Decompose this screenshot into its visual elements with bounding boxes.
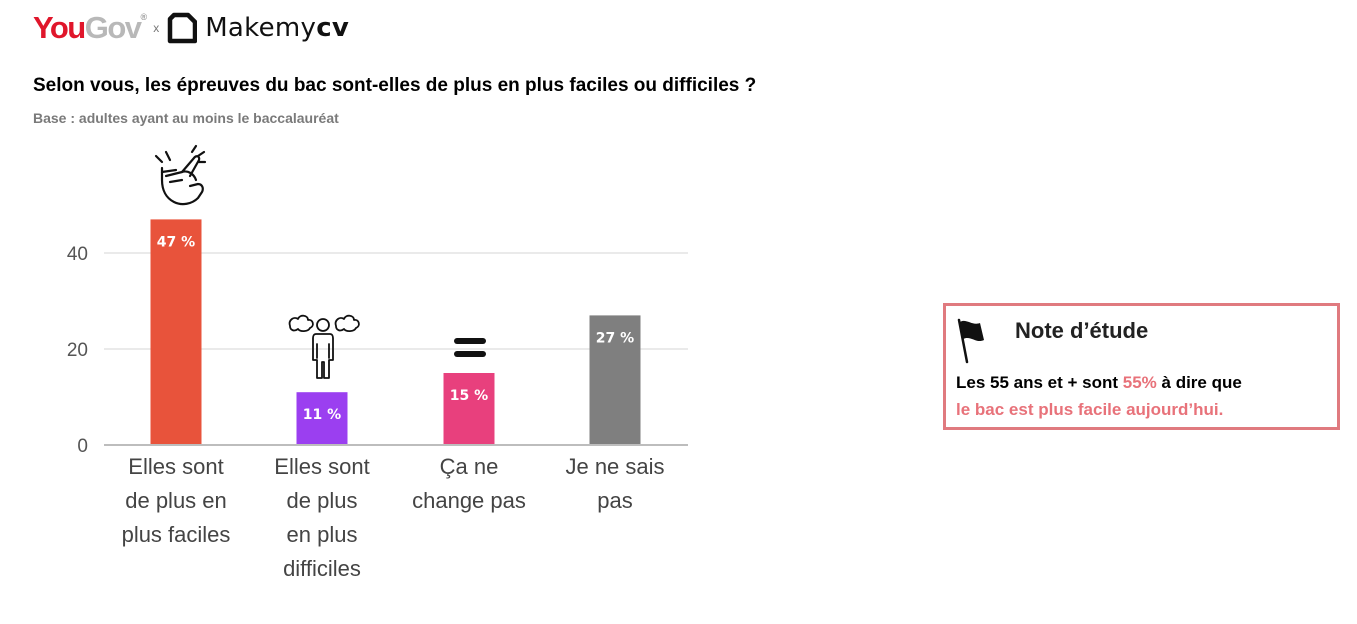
bar-chart: 0 20 40 47 % 11 % 15 % 27 % bbox=[67, 144, 688, 457]
flag-icon bbox=[957, 318, 984, 364]
snap-fingers-icon bbox=[154, 144, 207, 206]
x-category-label-line: en plus bbox=[286, 522, 358, 547]
x-category-label: Je ne sais pas bbox=[545, 450, 685, 518]
x-category-label-line: plus faciles bbox=[121, 522, 231, 547]
chart-title: Selon vous, les épreuves du bac sont-ell… bbox=[33, 75, 757, 96]
x-category-label-line: Elles sont bbox=[274, 454, 370, 479]
x-category-label-line: Elles sont bbox=[128, 454, 224, 479]
bar-value-label: 47 % bbox=[157, 234, 195, 250]
x-category-label: Elles sont de plus en plus faciles bbox=[106, 450, 246, 552]
bar bbox=[150, 219, 202, 445]
x-category-label-line: de plus bbox=[286, 488, 358, 513]
x-category-label-line: Je ne sais bbox=[565, 454, 665, 479]
study-note-box: Note d’étude Les 55 ans et + sont 55% à … bbox=[943, 303, 1340, 430]
x-category-label-line: pas bbox=[597, 488, 633, 513]
x-category-label-line: difficiles bbox=[283, 556, 361, 581]
y-tick-label: 0 bbox=[77, 436, 88, 457]
frustrated-person-icon bbox=[288, 314, 360, 379]
bar bbox=[443, 373, 495, 445]
makemycv-logo: Makemycv bbox=[205, 13, 350, 43]
note-body: Les 55 ans et + sont 55% à dire que le b… bbox=[956, 369, 1242, 423]
note-line-2: le bac est plus facile aujourd’hui. bbox=[956, 400, 1224, 419]
makemycv-logo-mark bbox=[167, 12, 198, 44]
bar-value-label: 11 % bbox=[303, 407, 341, 423]
x-category-label-line: de plus en bbox=[125, 488, 227, 513]
yougov-logo: YouGov® bbox=[33, 10, 148, 45]
note-line-1: Les 55 ans et + sont 55% à dire que bbox=[956, 373, 1242, 392]
y-tick-label: 20 bbox=[67, 340, 88, 361]
x-category-label: Elles sont de plus en plus difficiles bbox=[252, 450, 392, 586]
cross-separator: x bbox=[153, 21, 160, 35]
note-highlight-percent: 55% bbox=[1122, 373, 1157, 392]
x-category-label: Ça ne change pas bbox=[399, 450, 539, 518]
note-title: Note d’étude bbox=[1015, 318, 1149, 343]
chart-subtitle: Base : adultes ayant au moins le baccala… bbox=[33, 110, 339, 126]
bar bbox=[296, 392, 348, 445]
bar-value-label: 15 % bbox=[450, 388, 488, 404]
header-logos: YouGov® x Makemycv bbox=[33, 10, 349, 46]
equals-icon bbox=[454, 338, 486, 357]
y-tick-label: 40 bbox=[67, 244, 88, 265]
x-category-label-line: change pas bbox=[412, 488, 526, 513]
x-category-label-line: Ça ne bbox=[439, 454, 499, 479]
bar bbox=[589, 315, 641, 445]
bar-value-label: 27 % bbox=[596, 330, 634, 346]
